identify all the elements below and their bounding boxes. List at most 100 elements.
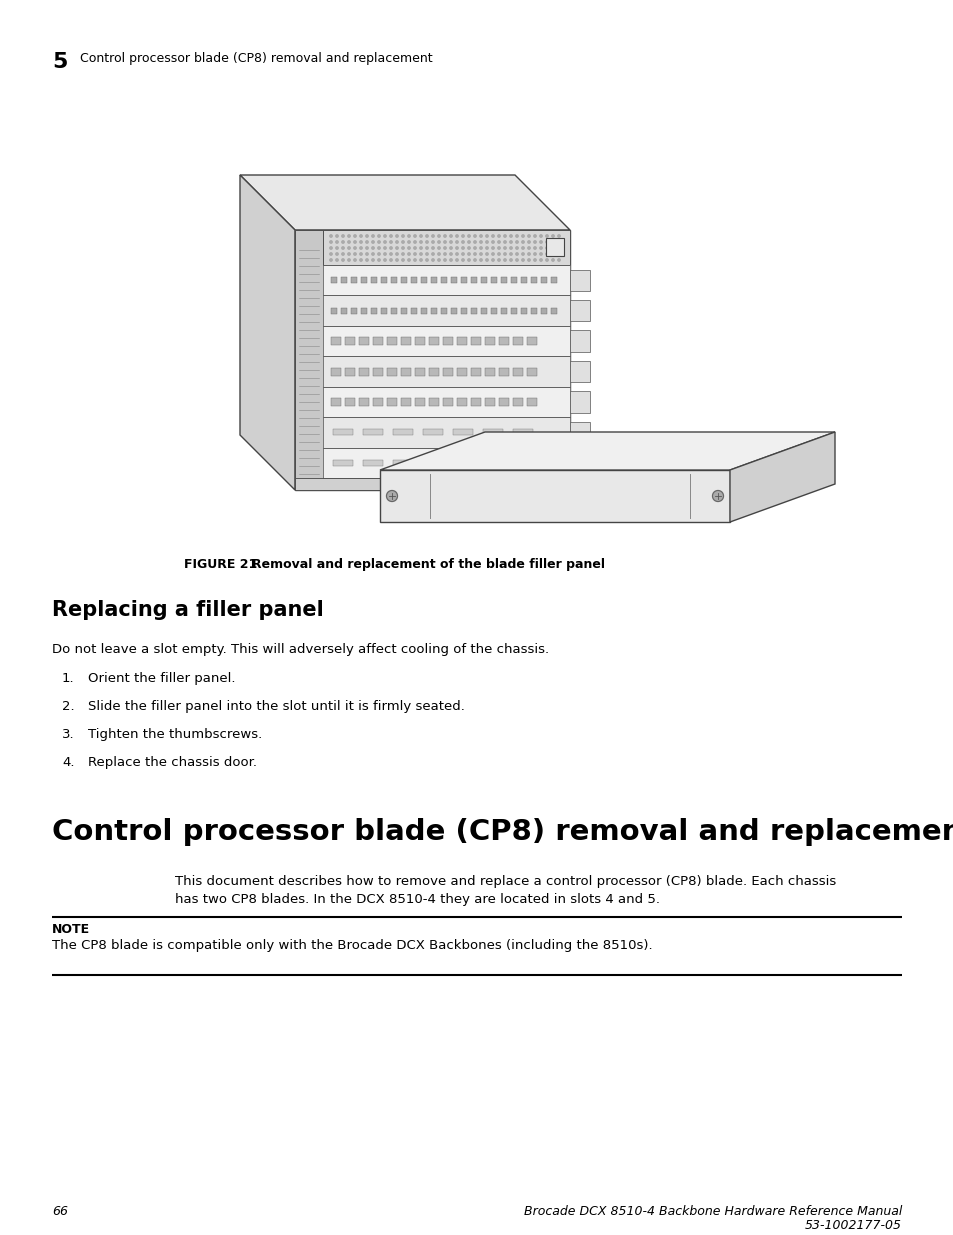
Circle shape [456,259,457,261]
Polygon shape [371,308,376,314]
Circle shape [414,253,416,256]
Polygon shape [380,308,387,314]
Circle shape [545,253,548,256]
Polygon shape [513,337,522,345]
Circle shape [419,247,422,249]
Text: 3.: 3. [62,727,74,741]
Polygon shape [323,295,569,326]
Polygon shape [429,368,438,375]
Circle shape [551,235,554,237]
Circle shape [365,259,368,261]
Polygon shape [400,277,407,283]
Circle shape [372,253,374,256]
Circle shape [365,247,368,249]
Text: 4.: 4. [62,756,74,769]
Circle shape [359,241,362,243]
Circle shape [414,247,416,249]
Circle shape [390,247,392,249]
Circle shape [419,235,422,237]
Circle shape [341,253,344,256]
Circle shape [437,247,439,249]
Circle shape [354,235,355,237]
Polygon shape [569,361,589,382]
Circle shape [414,235,416,237]
Circle shape [330,235,332,237]
Polygon shape [420,277,427,283]
Polygon shape [520,277,526,283]
Polygon shape [393,459,413,466]
Circle shape [503,241,506,243]
Polygon shape [411,277,416,283]
Polygon shape [420,308,427,314]
Polygon shape [351,277,356,283]
Polygon shape [451,277,456,283]
Circle shape [372,247,374,249]
Circle shape [509,235,512,237]
Polygon shape [513,459,533,466]
Circle shape [372,241,374,243]
Polygon shape [400,308,407,314]
Circle shape [534,241,536,243]
Text: The CP8 blade is compatible only with the Brocade DCX Backbones (including the 8: The CP8 blade is compatible only with th… [52,939,652,952]
Circle shape [509,259,512,261]
Circle shape [425,247,428,249]
Polygon shape [484,398,495,406]
Circle shape [359,253,362,256]
Circle shape [558,253,559,256]
Circle shape [383,247,386,249]
Circle shape [516,259,517,261]
Circle shape [449,253,452,256]
Polygon shape [453,430,473,436]
Circle shape [377,253,380,256]
Circle shape [539,253,541,256]
Text: Replacing a filler panel: Replacing a filler panel [52,600,323,620]
Circle shape [365,241,368,243]
Circle shape [330,247,332,249]
Circle shape [521,253,523,256]
Circle shape [527,247,530,249]
Circle shape [419,253,422,256]
Circle shape [395,259,397,261]
Polygon shape [333,430,353,436]
Polygon shape [460,277,467,283]
Circle shape [485,235,488,237]
Circle shape [551,247,554,249]
Polygon shape [482,459,502,466]
Polygon shape [484,337,495,345]
Circle shape [527,259,530,261]
Circle shape [558,241,559,243]
Circle shape [341,259,344,261]
Polygon shape [526,398,537,406]
Polygon shape [480,308,486,314]
Polygon shape [351,308,356,314]
Polygon shape [442,398,453,406]
Circle shape [456,241,457,243]
Circle shape [401,259,404,261]
Circle shape [407,235,410,237]
Polygon shape [345,398,355,406]
Polygon shape [569,269,589,291]
Circle shape [545,235,548,237]
Polygon shape [451,308,456,314]
Circle shape [492,259,494,261]
Circle shape [497,235,499,237]
Polygon shape [340,277,347,283]
Circle shape [461,253,464,256]
Circle shape [558,259,559,261]
Polygon shape [373,337,382,345]
Polygon shape [456,398,467,406]
Circle shape [509,247,512,249]
Circle shape [509,241,512,243]
Polygon shape [471,398,480,406]
Circle shape [386,490,397,501]
Text: Replace the chassis door.: Replace the chassis door. [88,756,256,769]
Circle shape [461,241,464,243]
Circle shape [401,235,404,237]
Polygon shape [294,230,323,490]
Circle shape [432,235,434,237]
Circle shape [449,235,452,237]
Polygon shape [358,337,369,345]
Circle shape [365,253,368,256]
Circle shape [492,235,494,237]
Polygon shape [422,430,442,436]
